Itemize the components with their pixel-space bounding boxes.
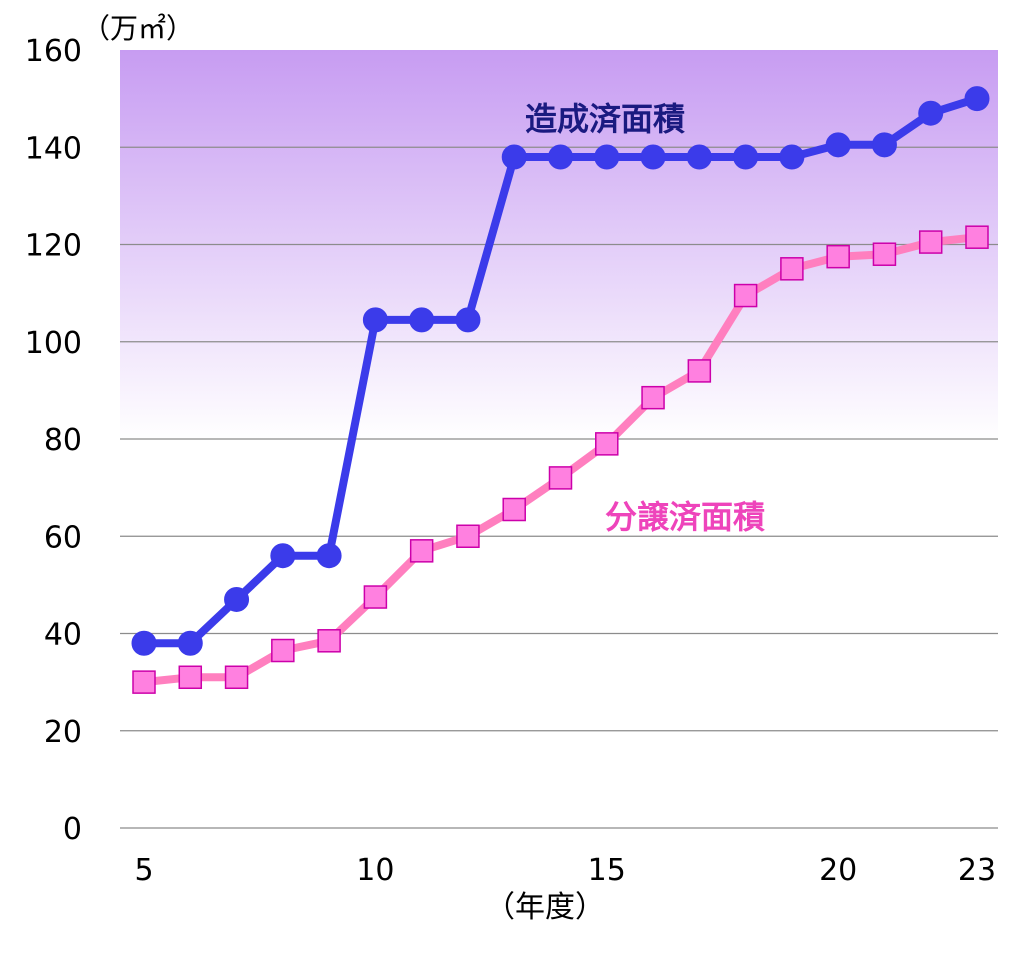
data-point [779,144,805,170]
data-point [409,307,435,333]
data-point [548,466,573,490]
data-point [271,638,295,663]
data-point [131,630,157,656]
series-label-sold-area: 分譲済面積 [605,498,765,536]
series-1 [132,225,989,694]
y-tick-label: 60 [44,520,82,555]
data-point [871,132,897,158]
data-point [456,524,480,548]
data-point [594,144,620,170]
y-tick-label: 140 [25,131,82,166]
data-point [640,144,666,170]
y-tick-label: 20 [44,715,82,750]
data-point [224,665,249,690]
x-tick-label: 20 [819,853,857,888]
data-point [964,86,990,112]
y-tick-label: 80 [44,423,82,458]
x-tick-label: 10 [356,853,394,888]
y-tick-label: 0 [63,812,82,847]
y-tick-label: 120 [25,229,82,264]
data-point [317,629,341,653]
series-label-built-area: 造成済面積 [525,100,685,138]
data-point [687,359,712,383]
data-point [363,585,388,609]
data-point [825,132,851,158]
data-point [501,144,527,170]
data-point [362,307,388,333]
x-tick-labels: 5 10 15 20 23 [134,853,996,888]
data-point [918,100,944,126]
x-tick-label: 15 [588,853,626,888]
x-axis-label: （年度） [485,890,605,925]
x-tick-label: 23 [958,853,996,888]
data-point [409,539,434,563]
y-tick-label: 160 [25,34,82,69]
data-point [641,385,665,410]
series-layer [131,86,990,694]
data-point [177,630,203,656]
y-unit-label: （万㎡） [82,12,194,45]
data-point [733,283,758,308]
data-point [733,144,759,170]
data-point [826,244,850,269]
data-point [686,144,712,170]
data-point [872,242,897,266]
y-tick-labels: 0 20 40 60 80 100 120 140 160 [25,34,82,847]
y-tick-label: 100 [25,326,82,361]
series-0 [131,86,990,656]
data-point [132,670,156,694]
data-point [502,497,526,522]
data-point [224,586,250,612]
x-tick-label: 5 [134,853,153,888]
data-point [316,543,342,569]
gridlines [120,146,998,829]
data-point [455,307,481,333]
data-point [918,230,943,254]
data-point [270,543,296,569]
data-point [548,144,573,170]
data-point [595,432,619,456]
data-point [780,257,804,281]
y-tick-label: 40 [44,618,82,653]
data-point [965,225,989,249]
data-point [178,665,203,690]
